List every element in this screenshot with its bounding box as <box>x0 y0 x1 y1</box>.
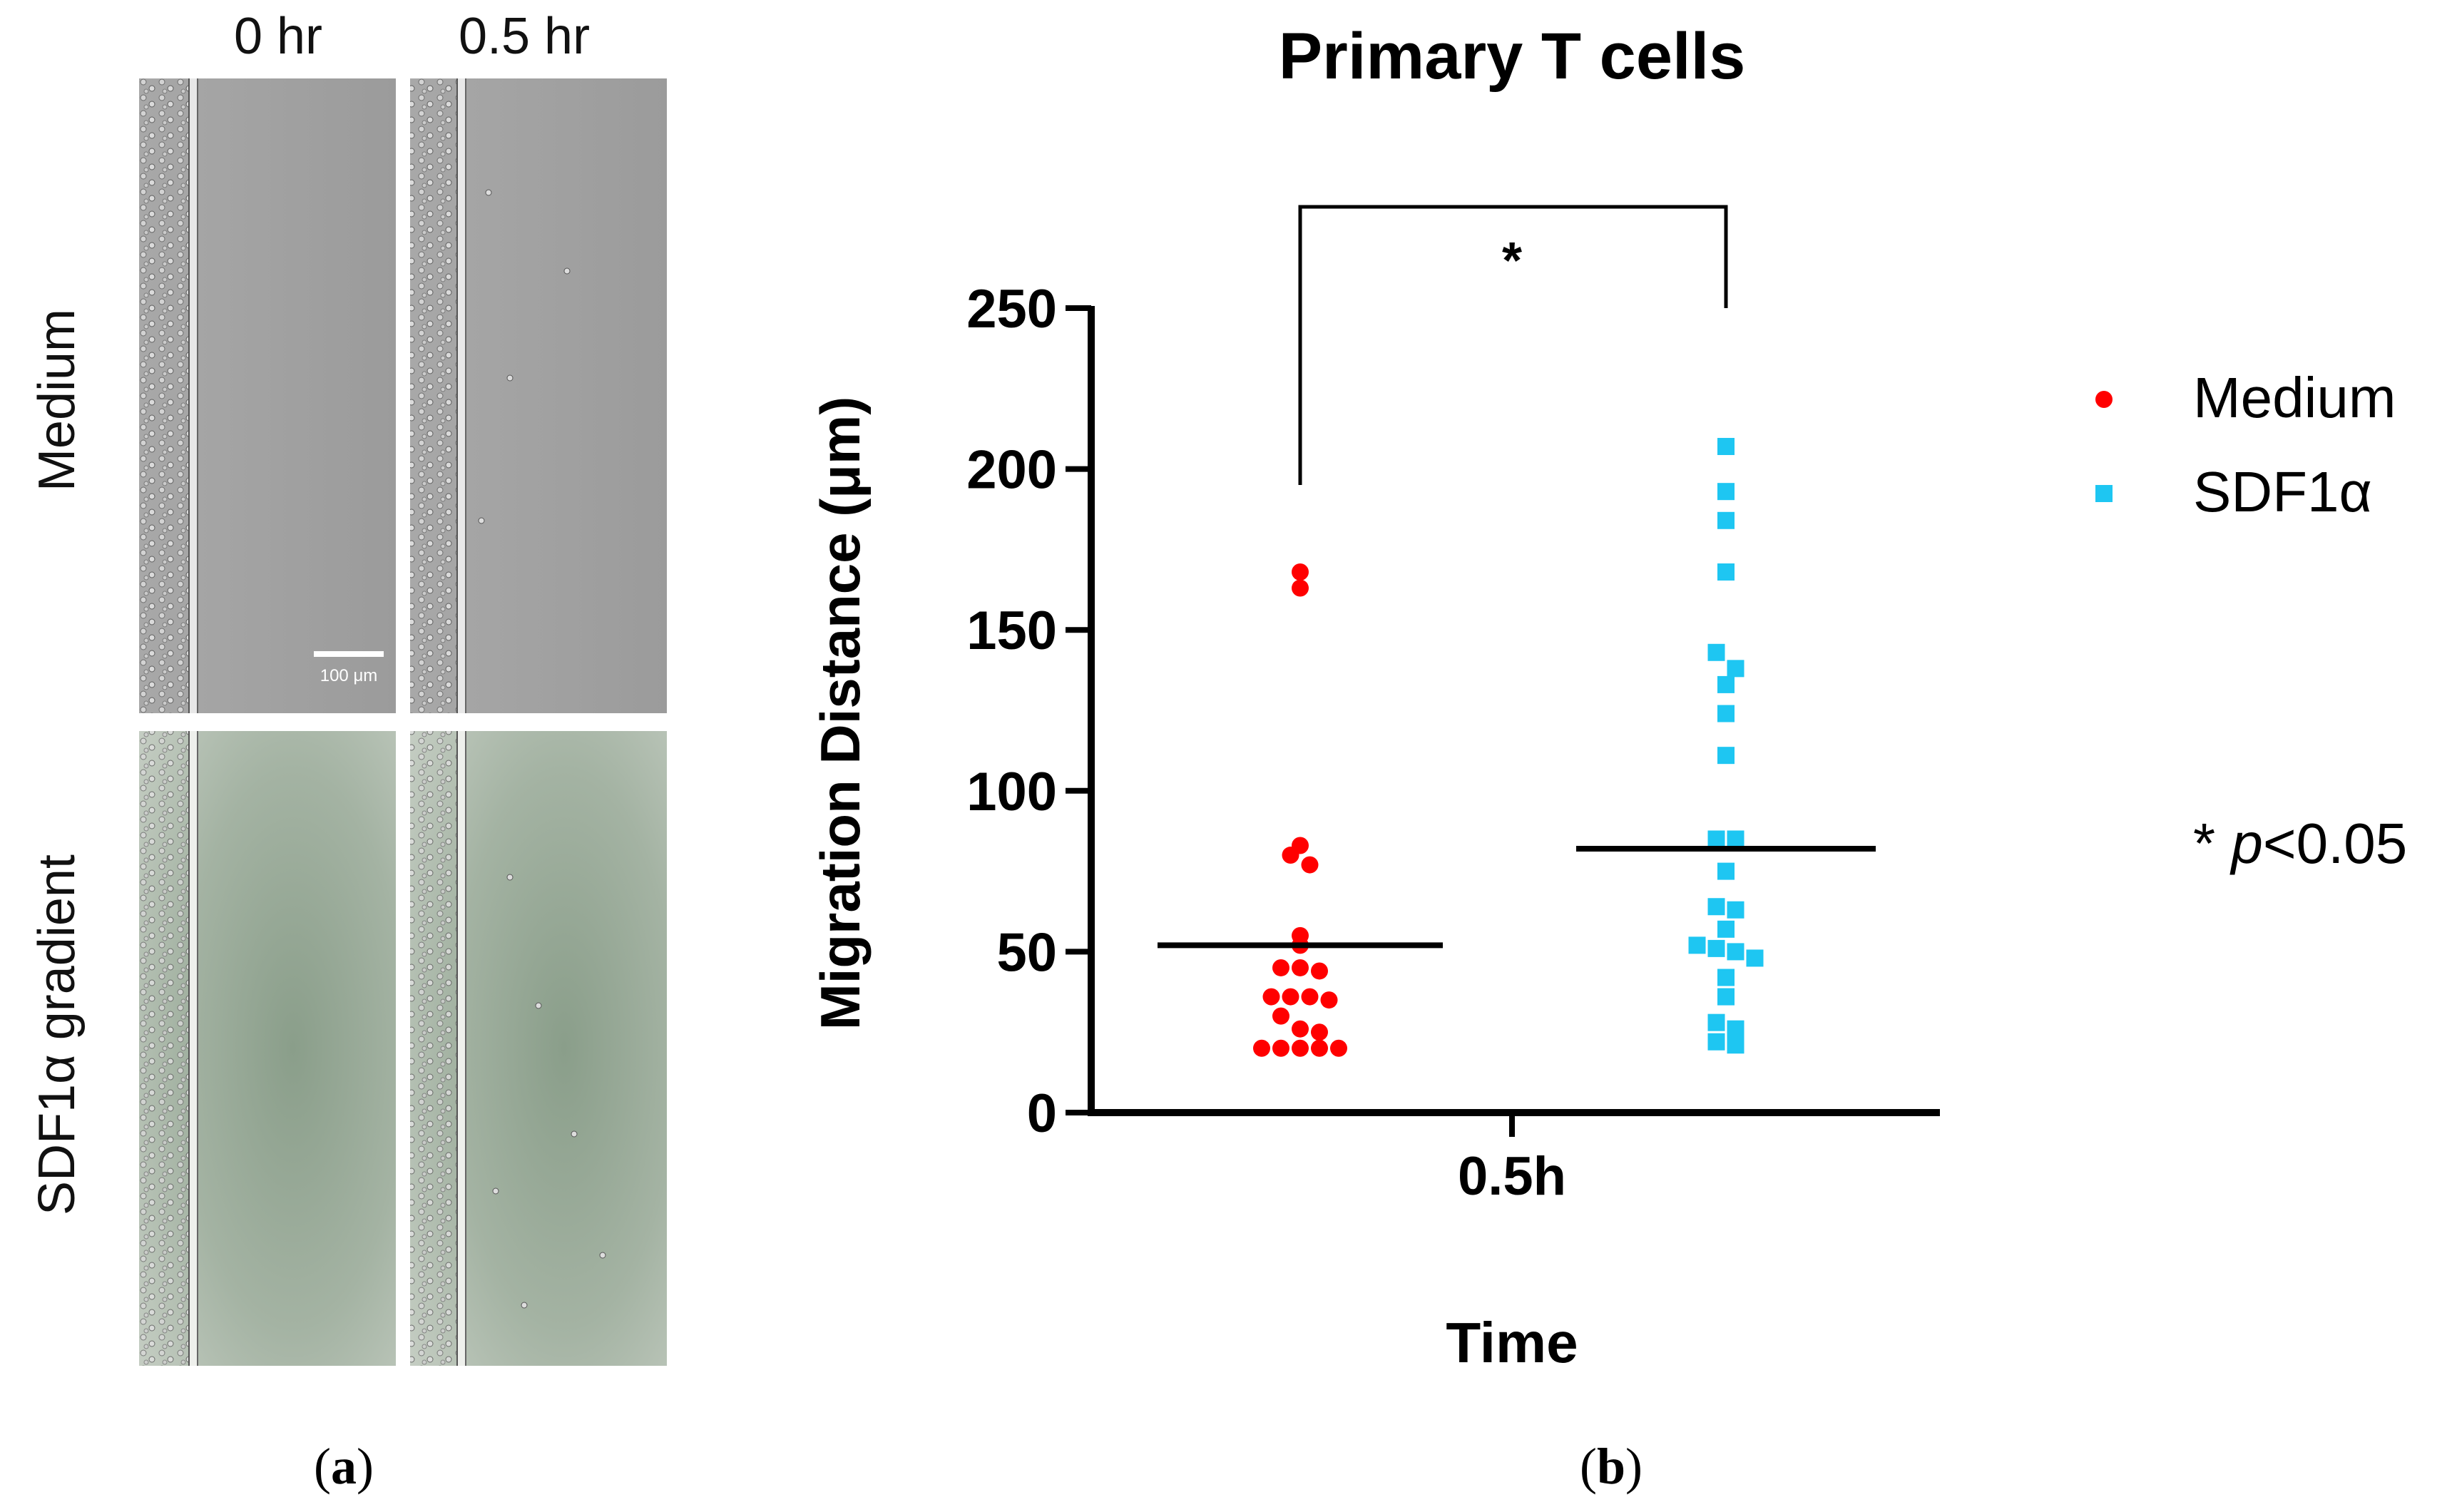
pvalue-annotation: * p<0.05 <box>2193 812 2407 875</box>
data-point-sdf1a <box>1717 563 1735 581</box>
y-axis-label: Migration Distance (μm) <box>809 397 872 1030</box>
legend-label-medium: Medium <box>2193 366 2396 429</box>
data-point-sdf1a <box>1727 1036 1745 1054</box>
data-point-sdf1a <box>1727 901 1745 919</box>
data-point-sdf1a <box>1746 949 1764 967</box>
data-point-medium <box>1292 563 1309 581</box>
micrograph-medium-05hr <box>410 78 667 713</box>
x-axis: 0.5h <box>1088 1109 1940 1207</box>
column-label-0-5hr: 0.5 hr <box>458 8 591 65</box>
data-point-sdf1a <box>1707 939 1725 957</box>
data-point-medium <box>1311 1023 1328 1041</box>
data-point-sdf1a <box>1707 830 1725 848</box>
data-point-sdf1a <box>1688 936 1706 954</box>
data-point-medium <box>1292 926 1309 944</box>
significance-bracket <box>1298 205 1728 485</box>
data-point-sdf1a <box>1707 1033 1725 1051</box>
data-marks <box>1158 438 1876 1057</box>
data-point-medium <box>1253 1039 1270 1057</box>
data-point-medium <box>1301 856 1319 874</box>
data-point-sdf1a <box>1717 511 1735 529</box>
data-point-sdf1a <box>1717 705 1735 722</box>
micrograph-sdf1a-0hr <box>139 731 396 1366</box>
y-tick-label: 0 <box>1027 1083 1057 1144</box>
caption-b: (b) <box>1580 1438 1643 1495</box>
y-tick-label: 200 <box>966 440 1057 501</box>
data-point-sdf1a <box>1727 943 1745 961</box>
data-point-medium <box>1292 579 1309 597</box>
y-tick-label: 50 <box>996 922 1057 983</box>
data-point-medium <box>1301 988 1319 1006</box>
x-axis-label: Time <box>1446 1311 1578 1374</box>
data-point-sdf1a <box>1727 660 1745 678</box>
chart-title: Primary T cells <box>1279 20 1746 93</box>
y-tick-label: 250 <box>966 279 1057 339</box>
data-point-sdf1a <box>1727 830 1745 848</box>
data-point-medium <box>1292 1020 1309 1038</box>
y-axis: 0 50 100 150 200 250 <box>966 279 1095 1144</box>
data-point-medium <box>1320 991 1338 1009</box>
caption-a: (a) <box>314 1438 374 1495</box>
data-point-medium <box>1292 959 1309 976</box>
data-point-sdf1a <box>1717 675 1735 693</box>
legend: Medium SDF1α <box>2095 366 2396 523</box>
data-point-sdf1a <box>1717 438 1735 456</box>
data-point-medium <box>1311 1039 1328 1057</box>
data-point-medium <box>1330 1039 1347 1057</box>
data-point-medium <box>1272 959 1289 976</box>
micrograph-medium-0hr: 100 μm <box>139 78 396 713</box>
data-point-medium <box>1311 962 1328 980</box>
scale-bar-label: 100 μm <box>320 666 378 685</box>
micrograph-sdf1a-05hr <box>410 731 667 1366</box>
legend-marker-medium <box>2095 391 2113 408</box>
y-tick-label: 150 <box>966 601 1057 661</box>
data-point-sdf1a <box>1717 988 1735 1006</box>
significance-marker: * <box>1502 233 1522 290</box>
x-tick-label: 0.5h <box>1458 1146 1566 1207</box>
data-point-sdf1a <box>1717 862 1735 880</box>
data-point-medium <box>1272 1007 1289 1025</box>
legend-label-sdf1a: SDF1α <box>2193 460 2372 523</box>
data-point-medium <box>1292 1039 1309 1057</box>
data-point-medium <box>1292 837 1309 854</box>
column-label-0hr: 0 hr <box>233 8 323 65</box>
data-point-medium <box>1262 988 1280 1006</box>
data-point-sdf1a <box>1717 483 1735 501</box>
data-point-sdf1a <box>1707 643 1725 661</box>
data-point-sdf1a <box>1717 920 1735 938</box>
data-point-sdf1a <box>1707 1013 1725 1031</box>
panel-a: 0 hr 0.5 hr Medium SDF1α gradient <box>0 0 713 1512</box>
data-point-medium <box>1282 988 1299 1006</box>
data-point-sdf1a <box>1717 747 1735 765</box>
legend-marker-sdf1a <box>2095 485 2113 502</box>
data-point-sdf1a <box>1717 969 1735 986</box>
data-point-sdf1a <box>1707 898 1725 916</box>
y-tick-label: 100 <box>966 762 1057 822</box>
micrograph-grid: 100 μm <box>139 78 667 1366</box>
data-point-medium <box>1272 1039 1289 1057</box>
data-point-sdf1a <box>1727 1020 1745 1038</box>
